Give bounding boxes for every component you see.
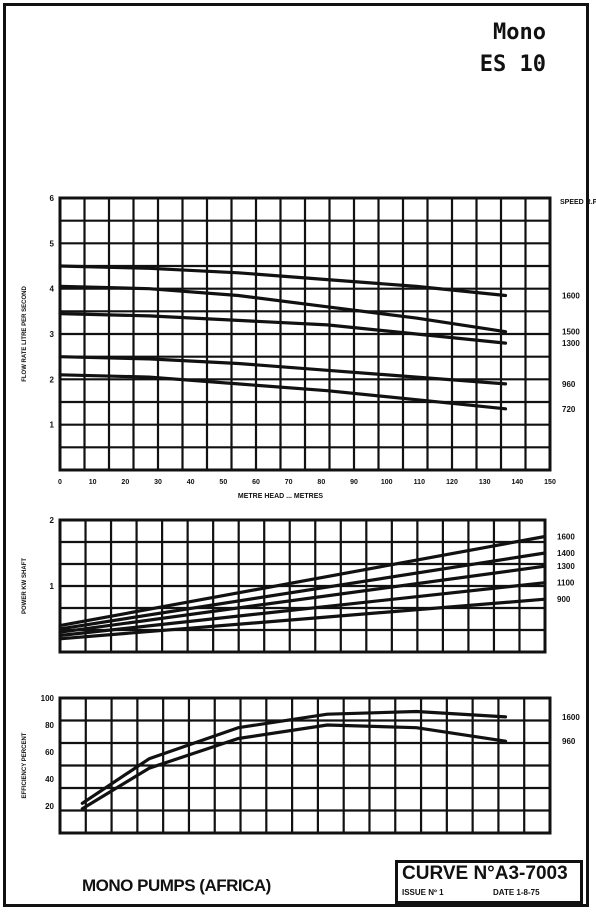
- x-tick-label: 30: [154, 479, 162, 486]
- x-tick-label: 50: [219, 479, 227, 486]
- page-border: [3, 3, 589, 907]
- series-label-1400: 1400: [557, 549, 575, 558]
- x-tick-label: 100: [381, 479, 393, 486]
- series-line-960: [80, 723, 508, 811]
- x-tick-label: 80: [317, 479, 325, 486]
- y-tick-label: 5: [50, 239, 55, 248]
- y-tick-label: 40: [45, 775, 54, 784]
- curve-number: CURVE N°A3-7003: [402, 863, 568, 884]
- y-tick-label: 20: [45, 802, 54, 811]
- series-line-900: [58, 597, 547, 641]
- y-tick-label: 2: [50, 375, 55, 384]
- chart-panel-3: 20 40 60 80 100 EFFICIENCY PERCENT 1600 960: [22, 694, 580, 835]
- x-tick-label: 150: [544, 479, 556, 486]
- series-line-1400: [58, 551, 547, 631]
- plot-frame: [58, 196, 552, 472]
- series-label-960: 960: [562, 380, 576, 389]
- y-tick-label: 100: [41, 694, 55, 703]
- curve-number-box: CURVE N°A3-7003 ISSUE Nº 1 DATE 1-8-75: [395, 860, 583, 904]
- x-tick-label: 90: [350, 479, 358, 486]
- series-label-900: 900: [557, 595, 571, 604]
- series-label-1600: 1600: [562, 291, 580, 300]
- chart-panel-2: 1 2 POWER KW SHAFT 1600 1400 1300 1100 900: [22, 516, 575, 654]
- x-tick-label: 70: [285, 479, 293, 486]
- series-label-1500: 1500: [562, 328, 580, 337]
- x-tick-label: 120: [446, 479, 458, 486]
- x-tick-label: 130: [479, 479, 491, 486]
- grid-1: [58, 196, 552, 472]
- series-line-1600: [58, 264, 508, 298]
- series-label-1300: 1300: [562, 339, 580, 348]
- series-label-1300: 1300: [557, 562, 575, 571]
- series-line-1300: [58, 312, 508, 345]
- series-label-960: 960: [562, 737, 576, 746]
- series-line-1100: [58, 581, 547, 638]
- issue-number: ISSUE Nº 1: [402, 888, 444, 897]
- x-tick-label: 40: [187, 479, 195, 486]
- y-axis-label: FLOW RATE LITRE PER SECOND: [22, 286, 28, 382]
- issue-date: DATE 1-8-75: [493, 888, 540, 897]
- series-label-1100: 1100: [557, 579, 575, 588]
- series-line-1600: [58, 534, 547, 628]
- series-line-1500: [58, 284, 508, 334]
- x-axis-label: METRE HEAD ... METRES: [238, 493, 324, 500]
- model-name: Mono: [493, 20, 546, 45]
- y-tick-label: 1: [50, 582, 55, 591]
- y-axis-label: EFFICIENCY PERCENT: [22, 732, 28, 798]
- x-tick-label: 110: [414, 479, 425, 486]
- series-label-1600: 1600: [562, 713, 580, 722]
- y-axis-label: POWER KW SHAFT: [22, 558, 28, 614]
- y-tick-label: 2: [50, 516, 55, 525]
- series-line-720: [58, 373, 508, 411]
- y-tick-label: 3: [50, 330, 55, 339]
- series-line-960: [58, 355, 508, 386]
- y-tick-label: 4: [50, 285, 55, 294]
- x-tick-label: 0: [58, 479, 62, 486]
- series-label-1600: 1600: [557, 533, 575, 542]
- y-tick-label: 1: [50, 421, 55, 430]
- x-tick-label: 140: [511, 479, 523, 486]
- plot-frame: [58, 696, 552, 835]
- plot-frame: [58, 518, 547, 654]
- series-line-1300: [58, 564, 547, 634]
- x-tick-label: 10: [89, 479, 97, 486]
- y-tick-label: 80: [45, 721, 54, 730]
- company-name: MONO PUMPS (AFRICA): [82, 876, 271, 895]
- x-tick-label: 20: [121, 479, 129, 486]
- series-line-1600: [80, 709, 508, 805]
- x-tick-label: 60: [252, 479, 260, 486]
- model-code: ES 10: [479, 52, 546, 77]
- right-axis-title: SPEED R.P.M.: [560, 199, 596, 206]
- y-tick-label: 60: [45, 748, 54, 757]
- y-tick-label: 6: [50, 194, 55, 203]
- series-label-720: 720: [562, 405, 576, 414]
